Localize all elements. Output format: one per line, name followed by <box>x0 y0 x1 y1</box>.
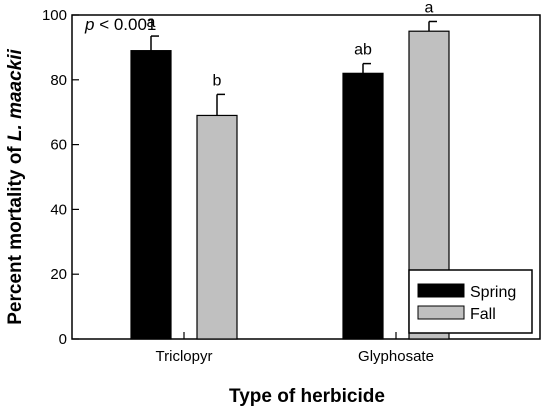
y-axis-label: Percent mortality of L. maackii <box>5 48 26 324</box>
legend-label-spring: Spring <box>470 284 516 301</box>
legend-swatch-fall <box>417 305 465 320</box>
significance-letter: ab <box>354 42 372 59</box>
y-tick-label: 60 <box>50 137 67 154</box>
x-tick-label: Glyphosate <box>358 348 434 365</box>
plot-frame <box>71 14 541 340</box>
bars-group <box>130 20 450 340</box>
legend-swatch-spring <box>417 283 465 298</box>
significance-letter: b <box>213 72 222 89</box>
bar <box>130 50 172 340</box>
significance-letter: a <box>425 0 434 16</box>
annotation-value: < 0.001 <box>94 15 156 34</box>
annotation-p: p <box>84 15 94 34</box>
legend: Spring Fall <box>408 269 533 334</box>
y-tick-label: 80 <box>50 72 67 89</box>
significance-annotation: p < 0.001 <box>84 15 156 34</box>
y-tick-label: 40 <box>50 201 67 218</box>
x-tick-label: Triclopyr <box>156 348 213 365</box>
labels-group: a ab b a <box>147 0 434 89</box>
y-tick-label: 100 <box>42 7 67 24</box>
y-axis-label-text: Percent mortality of <box>5 141 26 325</box>
bar <box>196 114 238 340</box>
bar <box>342 72 384 340</box>
significance-letter: a <box>147 14 156 31</box>
y-axis-label-species: L. maackii <box>5 48 26 141</box>
y-tick-label: 20 <box>50 266 67 283</box>
axes-group: 0 20 40 60 80 100 Triclopyr Glyphosate <box>42 7 541 365</box>
y-tick-label: 0 <box>59 331 67 348</box>
x-axis-label: Type of herbicide <box>229 386 385 407</box>
legend-label-fall: Fall <box>470 306 496 323</box>
legend-box <box>408 269 533 334</box>
